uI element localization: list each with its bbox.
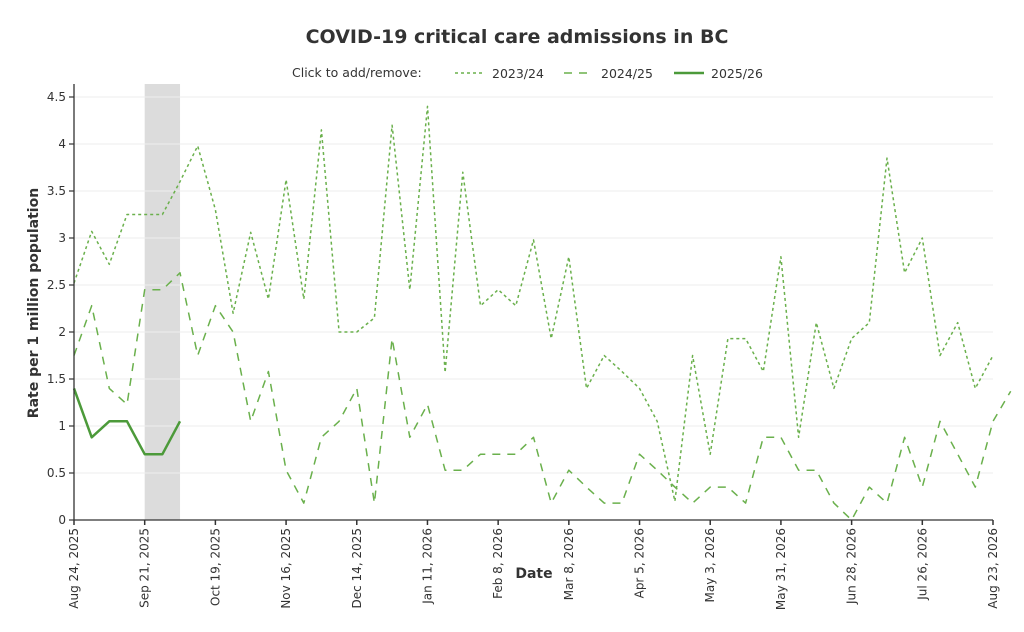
legend-prompt: Click to add/remove: bbox=[292, 65, 422, 80]
x-tick-label: Nov 16, 2025 bbox=[279, 528, 293, 609]
x-tick-label: Jan 11, 2026 bbox=[420, 528, 434, 605]
legend-label: 2023/24 bbox=[492, 66, 544, 81]
y-tick-label: 3.5 bbox=[47, 184, 66, 198]
y-tick-label: 1 bbox=[58, 419, 66, 433]
chart-title: COVID-19 critical care admissions in BC bbox=[306, 26, 729, 48]
x-tick-label: Aug 24, 2025 bbox=[67, 528, 81, 609]
legend-item[interactable]: 2025/26 bbox=[674, 66, 763, 81]
x-tick-label: Jul 26, 2026 bbox=[915, 528, 929, 601]
y-tick-label: 0.5 bbox=[47, 466, 66, 480]
x-tick-label: Aug 23, 2026 bbox=[986, 528, 1000, 609]
legend: Click to add/remove: 2023/24 2024/25 2025/… bbox=[292, 65, 763, 81]
x-tick-label: May 31, 2026 bbox=[774, 528, 788, 610]
x-tick-label: Sep 21, 2025 bbox=[138, 528, 152, 608]
legend-item[interactable]: 2024/25 bbox=[564, 66, 653, 81]
y-tick-label: 4 bbox=[58, 137, 66, 151]
x-tick-label: Jun 28, 2026 bbox=[845, 528, 859, 605]
x-tick-label: Apr 5, 2026 bbox=[633, 528, 647, 598]
x-axis-title: Date bbox=[515, 566, 552, 582]
legend-label: 2024/25 bbox=[601, 66, 653, 81]
x-tick-label: Mar 8, 2026 bbox=[562, 528, 576, 600]
y-tick-label: 3 bbox=[58, 231, 66, 245]
x-tick-label: Oct 19, 2025 bbox=[208, 528, 222, 606]
x-tick-label: Dec 14, 2025 bbox=[350, 528, 364, 608]
y-tick-label: 4.5 bbox=[47, 90, 66, 104]
legend-label: 2025/26 bbox=[711, 66, 763, 81]
y-tick-label: 0 bbox=[58, 513, 66, 527]
y-axis-title: Rate per 1 million population bbox=[26, 188, 42, 418]
y-tick-label: 2 bbox=[58, 325, 66, 339]
x-tick-label: May 3, 2026 bbox=[703, 528, 717, 602]
series-line-2025-26 bbox=[72, 387, 182, 456]
series-line-2023-24 bbox=[73, 105, 994, 502]
series-line-2024-25 bbox=[73, 272, 1012, 521]
legend-item[interactable]: 2023/24 bbox=[455, 66, 544, 81]
x-tick-label: Feb 8, 2026 bbox=[491, 528, 505, 599]
y-tick-label: 1.5 bbox=[47, 372, 66, 386]
highlight-band bbox=[144, 84, 181, 520]
y-tick-label: 2.5 bbox=[47, 278, 66, 292]
